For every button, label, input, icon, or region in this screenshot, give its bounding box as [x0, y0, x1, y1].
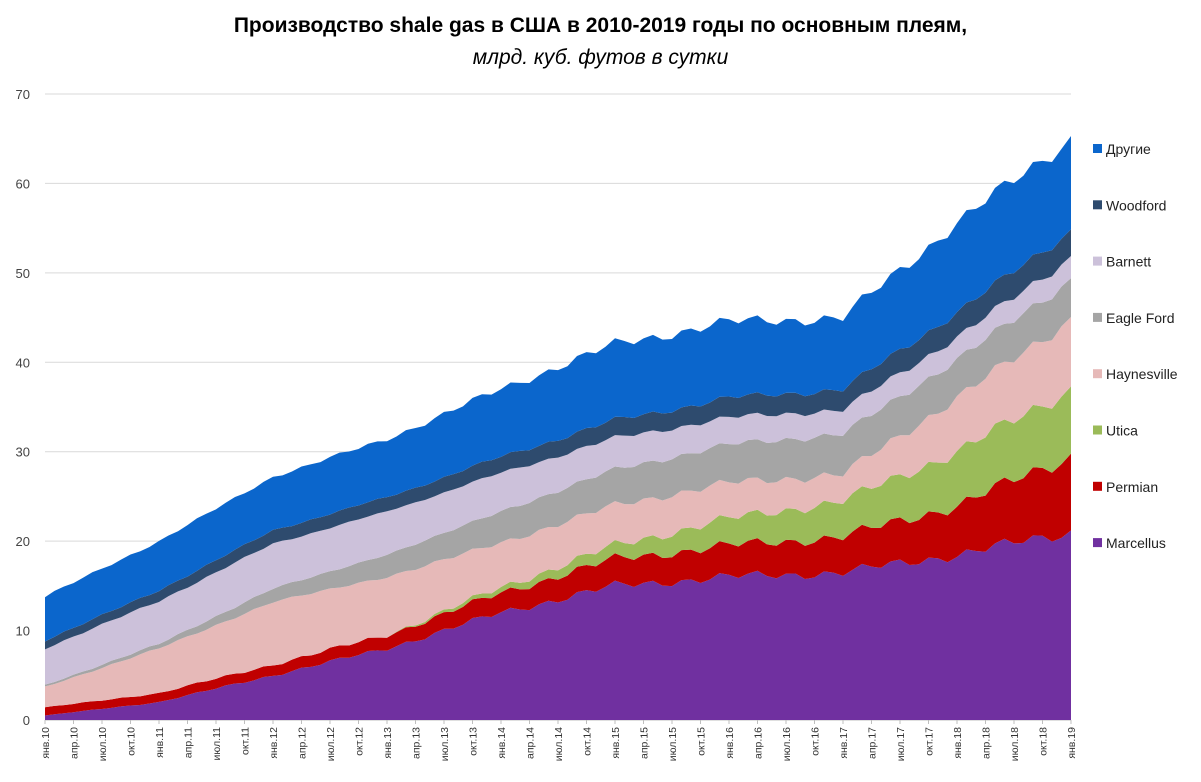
x-tick-label: июл.17: [895, 727, 907, 761]
x-tick-label: янв.15: [610, 727, 622, 759]
x-tick-label: апр.11: [183, 727, 195, 758]
x-tick-label: апр.16: [753, 727, 765, 759]
x-tick-label: окт.15: [696, 727, 708, 756]
x-tick-label: янв.10: [40, 727, 52, 759]
legend-label: Permian: [1106, 479, 1158, 495]
x-tick-label: янв.14: [496, 727, 508, 759]
chart-subtitle: млрд. куб. футов в сутки: [472, 46, 729, 69]
area-series-permian: [45, 453, 1071, 716]
x-tick-label: окт.18: [1038, 727, 1050, 756]
x-tick-label: окт.10: [126, 727, 138, 756]
x-tick-label: апр.10: [69, 727, 81, 759]
x-tick-label: янв.12: [268, 727, 280, 759]
legend-label: Marcellus: [1106, 535, 1166, 551]
x-tick-label: окт.17: [924, 727, 936, 756]
x-tick-label: апр.15: [639, 727, 651, 759]
x-tick-label: апр.14: [525, 727, 537, 759]
x-tick-label: янв.11: [154, 727, 166, 758]
y-tick-label: 70: [16, 87, 30, 102]
legend-label: Haynesville: [1106, 366, 1178, 382]
x-tick-label: апр.18: [981, 727, 993, 759]
area-series-other: [45, 136, 1071, 642]
x-tick-label: янв.13: [382, 727, 394, 759]
y-tick-label: 40: [16, 355, 30, 370]
legend-label: Utica: [1106, 423, 1138, 439]
x-tick-label: июл.14: [553, 727, 565, 761]
x-tick-label: янв.16: [724, 727, 736, 759]
x-tick-label: июл.13: [439, 727, 451, 761]
area-series-marcellus: [45, 530, 1071, 720]
x-tick-label: июл.16: [781, 727, 793, 761]
x-tick-label: окт.13: [468, 727, 480, 756]
area-series-eagle-ford: [45, 278, 1071, 687]
x-tick-label: окт.14: [582, 727, 594, 756]
x-tick-label: июл.18: [1009, 727, 1021, 761]
x-tick-label: окт.16: [810, 727, 822, 756]
y-axis: 0 10 20 30 40 50 60 70: [16, 87, 30, 728]
x-tick-label: янв.17: [838, 727, 850, 759]
x-tick-label: июл.11: [211, 727, 223, 761]
legend-swatch: [1093, 481, 1102, 491]
x-tick-label: янв.18: [952, 727, 964, 759]
x-tick-label: апр.12: [297, 727, 309, 759]
x-tick-label: июл.15: [667, 727, 679, 761]
area-series-barnett: [45, 256, 1071, 685]
legend-label: Barnett: [1106, 254, 1151, 270]
x-tick-label: окт.12: [354, 727, 366, 756]
legend-swatch: [1093, 144, 1102, 153]
legend: Другие Woodford Barnett Eagle Ford Haynesvil…: [1093, 141, 1178, 551]
x-tick-label: июл.10: [97, 727, 109, 761]
legend-swatch: [1093, 538, 1102, 548]
legend-label: Eagle Ford: [1106, 310, 1174, 326]
x-axis: янв.10 апр.10 июл.10 окт.10 янв.11 апр.11 июл.…: [40, 720, 1078, 761]
y-tick-label: 0: [23, 713, 30, 728]
legend-label: Woodford: [1106, 197, 1166, 213]
y-tick-label: 10: [16, 624, 30, 639]
area-series-haynesville: [45, 316, 1071, 708]
y-tick-label: 30: [16, 445, 30, 460]
y-tick-label: 50: [16, 266, 30, 281]
legend-label: Другие: [1106, 141, 1151, 157]
x-tick-label: окт.11: [240, 727, 252, 755]
legend-swatch: [1093, 200, 1102, 210]
chart-title: Производство shale gas в США в 2010-2019…: [233, 14, 968, 37]
area-series-group: [45, 136, 1071, 720]
y-tick-label: 60: [16, 176, 30, 191]
x-tick-label: янв.19: [1066, 727, 1078, 759]
legend-swatch: [1093, 369, 1102, 379]
x-tick-label: апр.17: [867, 727, 879, 759]
x-tick-label: апр.13: [411, 727, 423, 759]
legend-swatch: [1093, 312, 1102, 322]
x-tick-label: июл.12: [325, 727, 337, 761]
legend-swatch: [1093, 256, 1102, 266]
legend-swatch: [1093, 425, 1102, 435]
y-tick-label: 20: [16, 534, 30, 549]
